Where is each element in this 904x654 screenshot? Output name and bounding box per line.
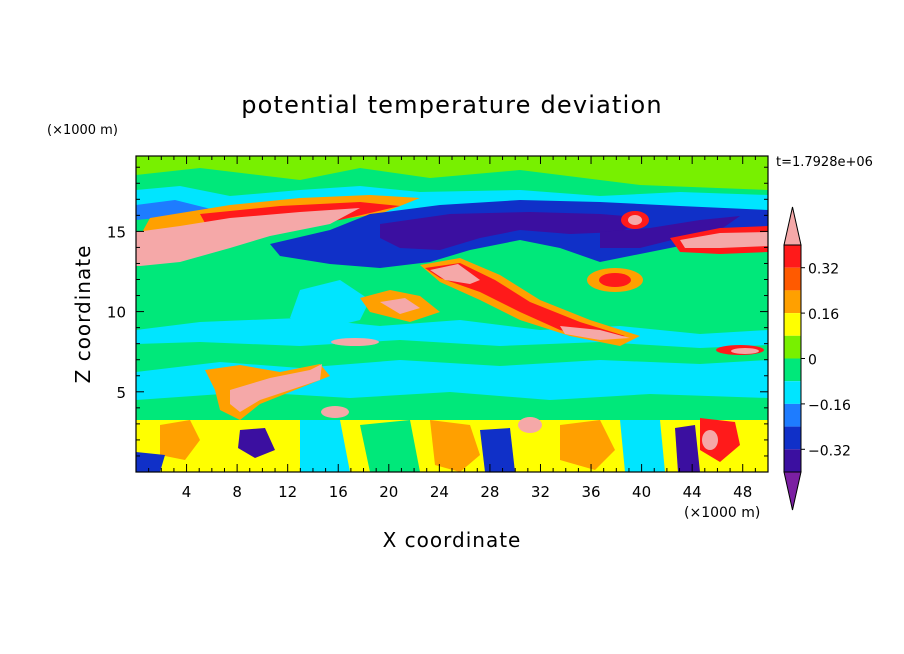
contour-lower-green — [136, 392, 768, 420]
x-tick-label: 20 — [379, 483, 398, 501]
contour-warm-plume-red — [425, 263, 625, 340]
contour-warm-mid-left-core — [380, 298, 420, 314]
contour-near-surface-red-1 — [700, 418, 740, 462]
contour-warm-east-strip-core — [731, 348, 759, 354]
x-tick-label: 16 — [329, 483, 348, 501]
y-axis-label: Z coordinate — [71, 245, 95, 384]
contour-warm-layer-pink — [136, 208, 360, 266]
x-tick-label: 40 — [632, 483, 651, 501]
x-tick-label: 48 — [733, 483, 752, 501]
time-label: t=1.7928e+06 — [776, 155, 873, 170]
y-tick-label: 15 — [107, 223, 126, 241]
contour-near-surface-green-1 — [360, 420, 420, 472]
colorbar-segment — [784, 449, 801, 472]
contour-warm-east-pink — [680, 232, 768, 248]
colorbar-segment — [784, 313, 801, 336]
contour-warm-plume-pink — [430, 264, 480, 284]
contour-cold-purple-east — [600, 216, 740, 248]
colorbar-segment — [784, 381, 801, 404]
y-tick-label: 5 — [116, 384, 126, 402]
contour-warm-lower-surface — [518, 417, 542, 433]
x-tick-label: 44 — [683, 483, 702, 501]
contour-cold-lower-4 — [136, 452, 165, 472]
colorbar-segment — [784, 426, 801, 450]
contour-upper-yellow — [136, 156, 768, 190]
colorbar-segment — [784, 403, 801, 427]
colorbar-arrow-top — [783, 206, 802, 246]
x-tick-label: 12 — [278, 483, 297, 501]
contour-upper-lightblue — [136, 200, 215, 220]
contour-near-surface-orange-2 — [430, 420, 480, 472]
x-tick-label: 28 — [480, 483, 499, 501]
x-tick-label: 24 — [430, 483, 449, 501]
colorbar-label: 0 — [808, 353, 817, 369]
contour-warm-lower-left-core — [230, 364, 322, 412]
colorbar: 0.32 0.16 0 −0.16 −0.32 — [783, 206, 851, 511]
x-tick-label: 32 — [531, 483, 550, 501]
colorbar-label: −0.16 — [808, 398, 851, 414]
contour-near-surface-cyan-2 — [620, 420, 665, 472]
plot-area — [136, 156, 768, 472]
y-tick-label: 10 — [107, 304, 126, 322]
contour-warm-mid-strip — [331, 338, 379, 346]
colorbar-segment — [784, 335, 801, 359]
x-unit-label: (×1000 m) — [684, 505, 760, 521]
colorbar-segment — [784, 358, 801, 382]
contour-warm-lower-surface-2 — [702, 430, 718, 450]
colorbar-arrow-bottom — [783, 471, 802, 511]
y-unit-label: (×1000 m) — [47, 123, 118, 138]
contour-cold-lower-1 — [238, 428, 275, 458]
chart-title: potential temperature deviation — [241, 91, 663, 119]
colorbar-label: −0.32 — [808, 443, 851, 459]
x-tick-label: 4 — [182, 483, 192, 501]
contour-warm-blob-1-core — [628, 215, 642, 225]
colorbar-segment — [784, 245, 801, 268]
contour-warm-plume-pink-2 — [560, 326, 630, 340]
contour-cold-purple — [380, 212, 650, 250]
contour-cold-lower-3 — [675, 425, 700, 472]
colorbar-segment — [784, 290, 801, 314]
contour-cold-lower-2 — [480, 428, 515, 472]
x-tick-label: 36 — [581, 483, 600, 501]
contour-cyan-plume — [290, 280, 370, 330]
contour-near-surface-orange-1 — [160, 420, 200, 460]
contour-warm-blob-2-core — [599, 273, 631, 287]
colorbar-label: 0.16 — [808, 307, 839, 323]
contour-warm-mid-small — [321, 406, 349, 418]
x-tick-label: 8 — [232, 483, 242, 501]
colorbar-segment — [784, 267, 801, 291]
colorbar-label: 0.32 — [808, 262, 839, 278]
contour-near-surface-cyan-1 — [300, 420, 350, 472]
contour-near-surface-orange-3 — [560, 420, 615, 470]
x-axis-label: X coordinate — [383, 528, 522, 552]
